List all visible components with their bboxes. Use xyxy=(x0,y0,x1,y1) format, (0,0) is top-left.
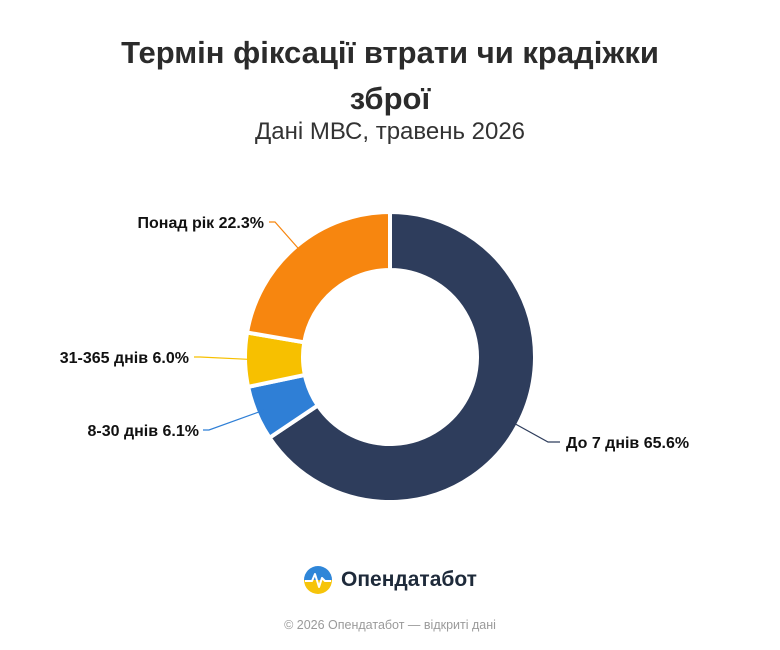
brand-name: Опендатабот xyxy=(341,568,477,591)
leader-line-1 xyxy=(510,420,560,443)
brand: Опендатабот xyxy=(0,565,780,595)
slice-label-4: Понад рік 22.3% xyxy=(138,215,264,232)
slice-4 xyxy=(245,210,392,345)
footer-copyright: © 2026 Опендатабот — відкриті дані xyxy=(284,618,496,632)
opendatabot-logo-icon xyxy=(304,566,333,594)
slice-labels: До 7 днів 65.6% 8-30 днів 6.1% 31-365 днів… xyxy=(60,215,689,452)
chart-subtitle: Дані МВС, травень 2026 xyxy=(254,118,526,145)
slice-label-3: 31-365 днів 6.0% xyxy=(60,350,189,367)
slice-1 xyxy=(267,210,537,504)
leader-line-4 xyxy=(269,221,303,253)
donut-slices xyxy=(243,210,537,504)
slice-label-1: До 7 днів 65.6% xyxy=(566,435,689,452)
leader-lines xyxy=(194,221,560,443)
donut-chart: До 7 днів 65.6% 8-30 днів 6.1% 31-365 днів… xyxy=(60,210,689,504)
slice-label-2: 8-30 днів 6.1% xyxy=(88,423,199,440)
chart-title: Термін фіксації втрати чи крадіжки зброї xyxy=(121,35,659,116)
leader-line-3 xyxy=(194,356,254,361)
leader-line-2 xyxy=(203,409,264,431)
